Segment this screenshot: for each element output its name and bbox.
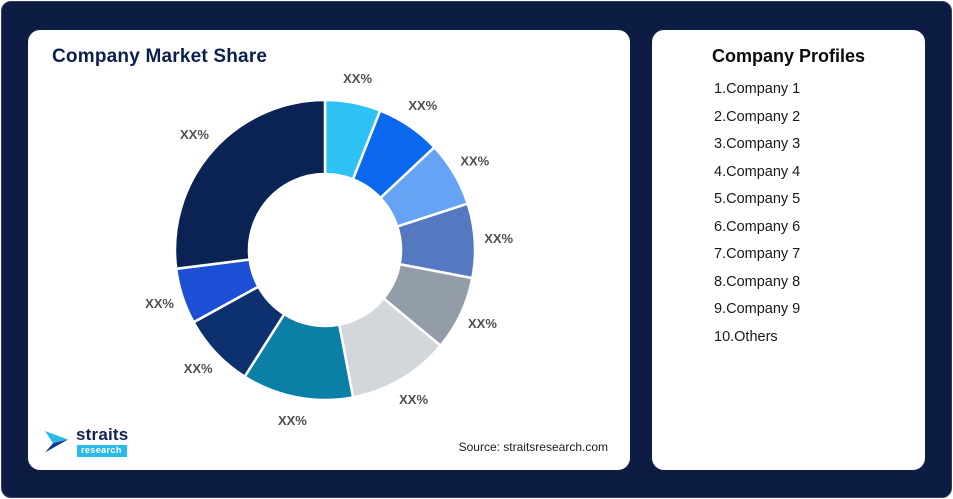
list-item: 2.Company 2 [714, 108, 801, 125]
slice-label: XX% [408, 98, 437, 113]
profiles-title: Company Profiles [711, 46, 866, 66]
slice-label: XX% [460, 153, 489, 168]
logo-brand: straits [76, 425, 129, 444]
list-item: 7.Company 7 [714, 246, 801, 262]
market-share-donut-chart: XX% XX% XX% XX% XX% XX% XX% XX% XX% XX% [145, 71, 513, 428]
slice-label: XX% [399, 392, 428, 407]
list-item: 8.Company 8 [714, 273, 801, 290]
donut-slice-others [173, 98, 327, 271]
slice-label: XX% [468, 316, 497, 331]
slice-label: XX% [484, 231, 513, 246]
straits-research-logo: straits research [44, 426, 128, 457]
list-item: 5.Company 5 [714, 191, 801, 207]
list-item: 9.Company 9 [714, 301, 801, 317]
slice-label: XX% [145, 296, 174, 311]
market-share-card: Company Market Share XX% XX% XX% XX% XX% XX% X… [28, 30, 630, 470]
company-profiles-card: Company Profiles 1.Company 1 2.Company 2 3… [652, 30, 925, 470]
slice-label: XX% [180, 127, 209, 142]
logo-sub-label: research [77, 445, 127, 457]
source-text: Source: straitsresearch.com [458, 440, 608, 454]
logo-text: straits research [76, 426, 128, 457]
chart-title: Company Market Share [52, 46, 268, 67]
slice-label: XX% [343, 71, 372, 86]
list-item: 6.Company 6 [714, 218, 801, 235]
list-item: 10.Others [714, 328, 778, 345]
slice-label: XX% [184, 361, 213, 376]
company-profiles-list: 1.Company 1 2.Company 2 3.Company 3 4.Compa… [652, 81, 925, 345]
straits-logo-icon [45, 430, 68, 452]
slice-label: XX% [278, 413, 307, 428]
list-item: 4.Company 4 [714, 163, 801, 180]
list-item: 3.Company 3 [714, 136, 801, 152]
list-item: 1.Company 1 [714, 81, 801, 97]
